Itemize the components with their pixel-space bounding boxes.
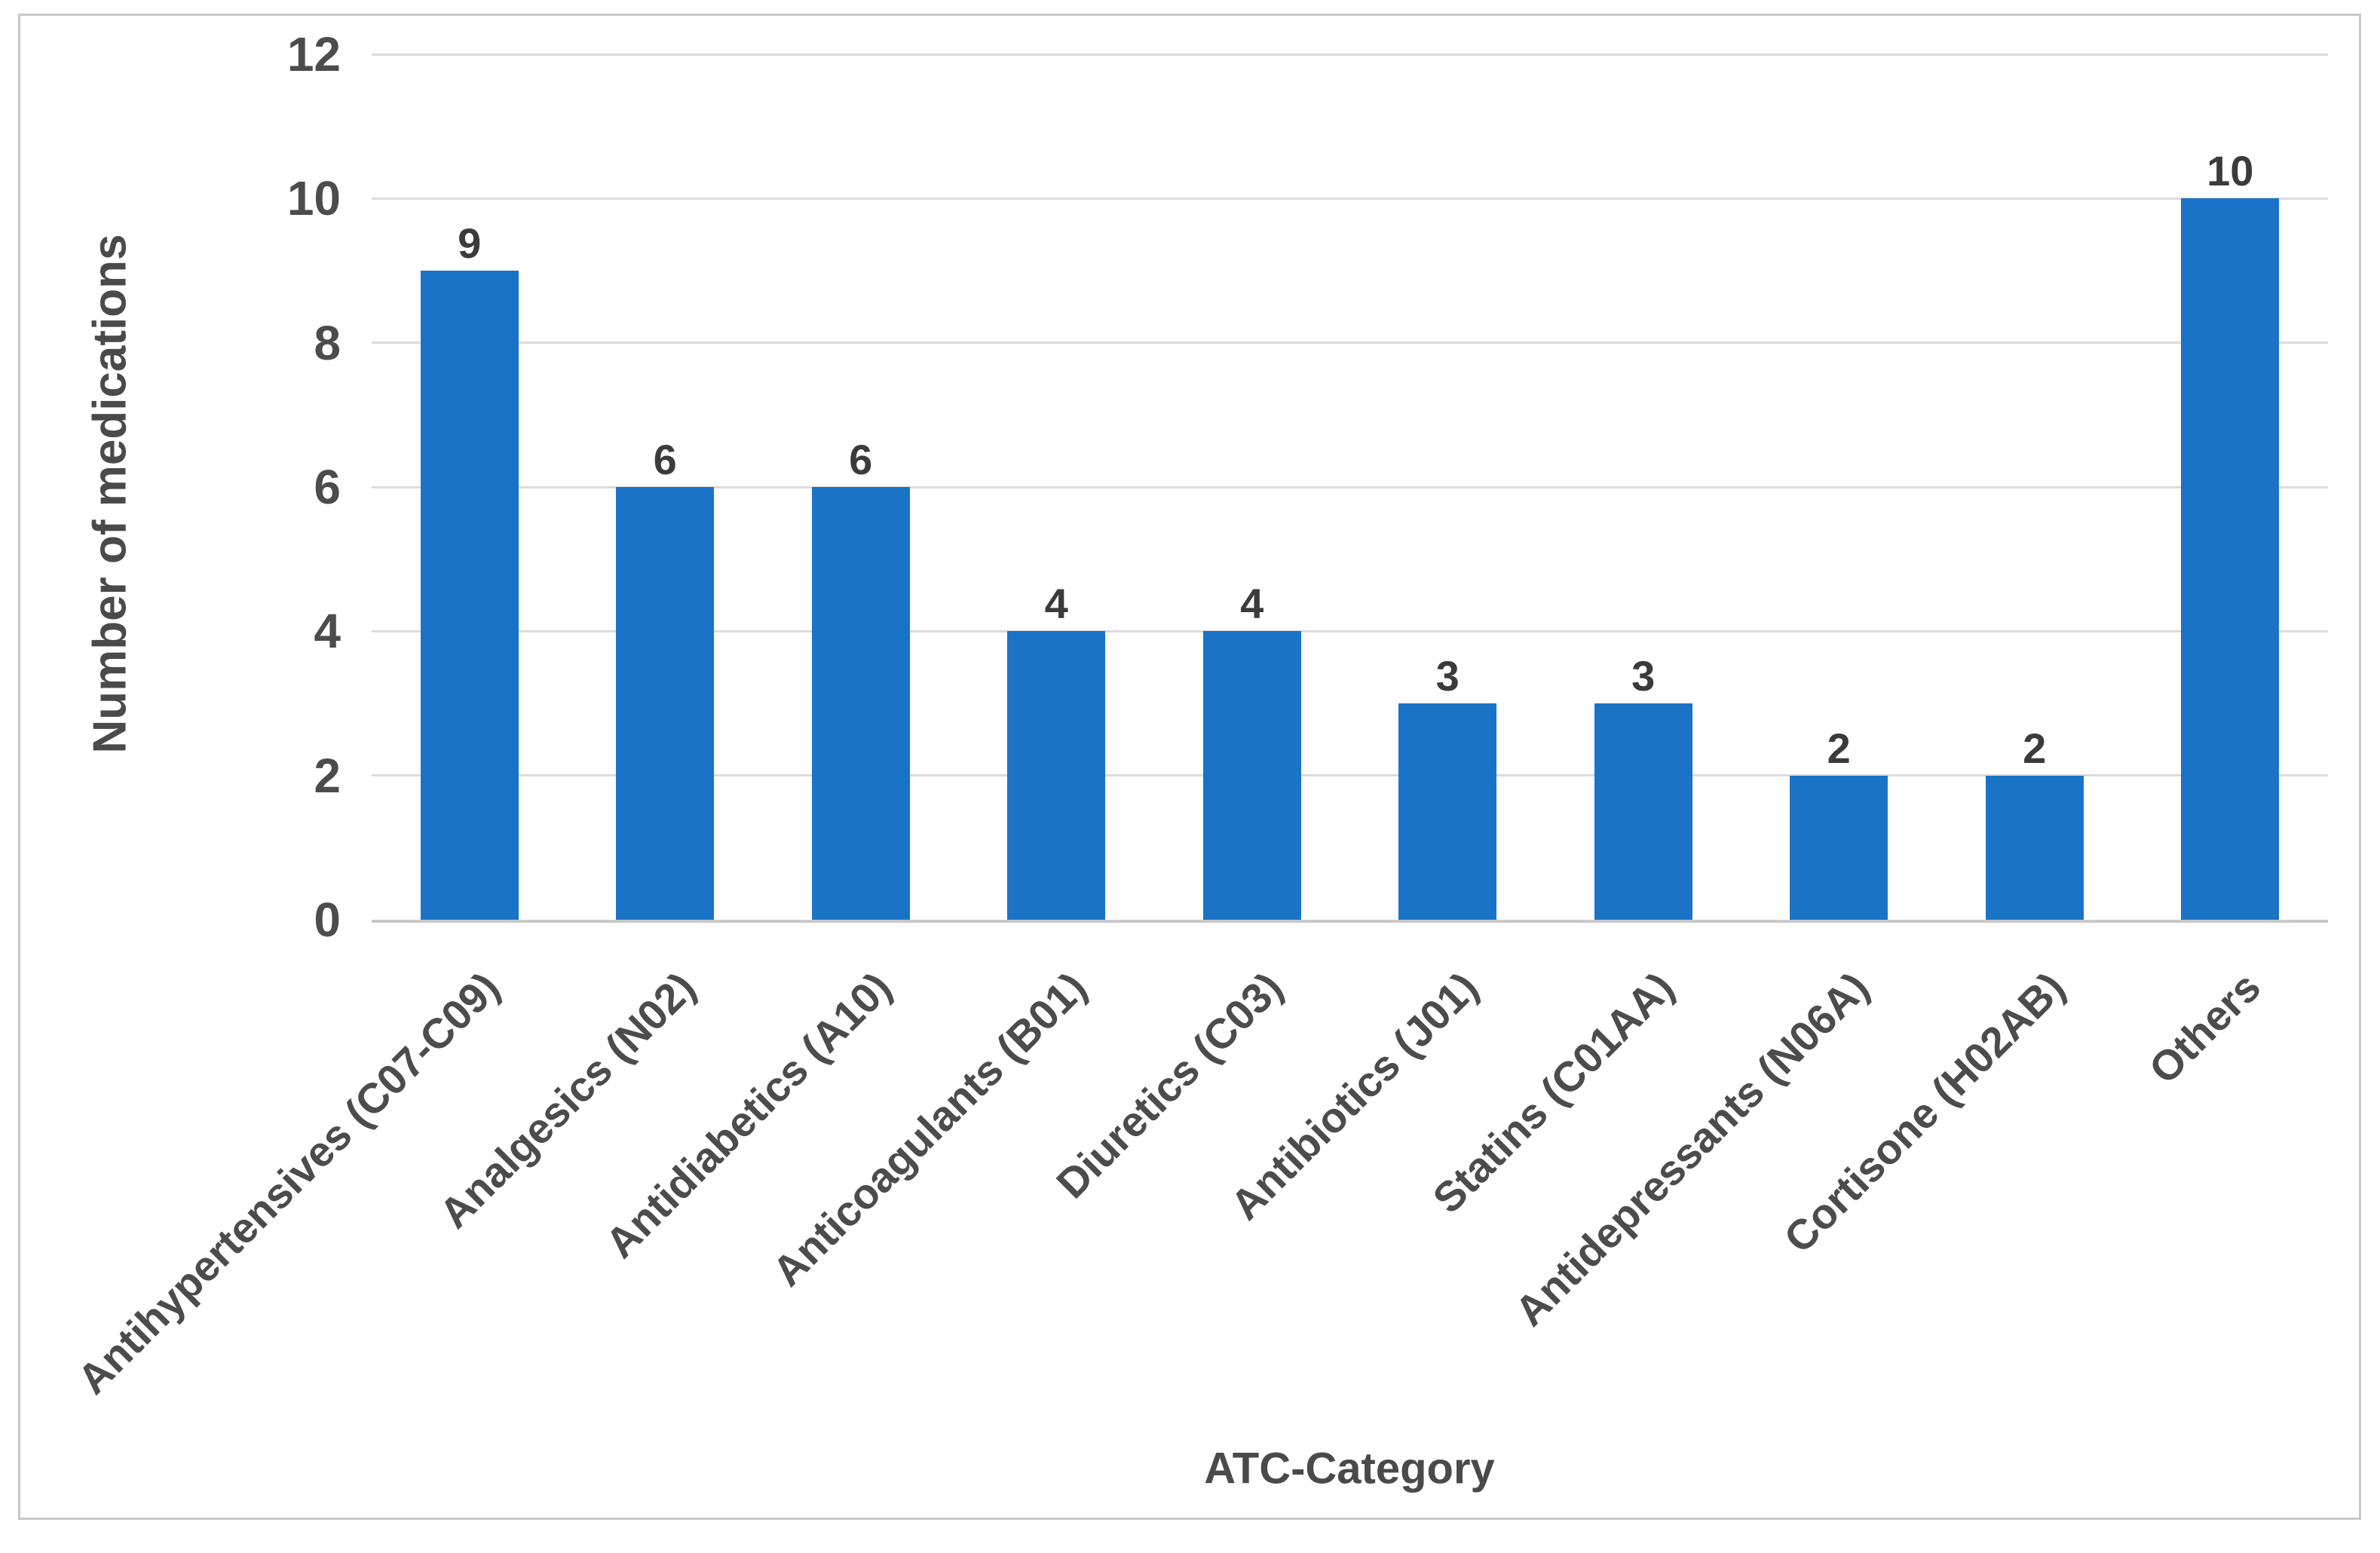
- bar: [1398, 703, 1497, 920]
- y-tick-label: 4: [314, 604, 341, 659]
- bar-value-label: 10: [2207, 147, 2254, 195]
- bar-value-label: 4: [1044, 580, 1068, 628]
- bar: [420, 271, 519, 920]
- bar: [2181, 198, 2280, 920]
- gridline: [372, 774, 2328, 777]
- bar: [1985, 775, 2084, 920]
- bar-value-label: 4: [1240, 580, 1264, 628]
- y-tick-label: 10: [286, 171, 341, 226]
- bar: [1202, 631, 1301, 920]
- x-axis-line: [372, 920, 2328, 923]
- gridline: [372, 53, 2328, 56]
- gridline: [372, 629, 2328, 633]
- bar-value-label: 3: [1435, 652, 1460, 700]
- bar-value-label: 3: [1631, 652, 1656, 700]
- y-tick-label: 8: [314, 315, 341, 370]
- bar: [1007, 631, 1106, 920]
- bar: [1594, 703, 1692, 920]
- gridline: [372, 486, 2328, 489]
- chart-border: [18, 14, 2361, 1520]
- y-axis-title: Number of medications: [84, 234, 136, 754]
- bar-value-label: 2: [1827, 724, 1851, 772]
- y-tick-label: 0: [314, 893, 341, 947]
- y-tick-label: 6: [314, 460, 341, 514]
- y-tick-label: 2: [314, 748, 341, 803]
- bar: [1790, 775, 1888, 920]
- bar: [616, 487, 715, 920]
- bar-value-label: 9: [458, 219, 482, 267]
- gridline: [372, 342, 2328, 345]
- y-tick-label: 12: [286, 27, 341, 81]
- bar-value-label: 6: [653, 436, 677, 483]
- gridline: [372, 197, 2328, 200]
- bar: [811, 487, 910, 920]
- bar-value-label: 2: [2023, 724, 2047, 772]
- bar-value-label: 6: [849, 436, 873, 483]
- x-axis-title: ATC-Category: [1204, 1444, 1495, 1493]
